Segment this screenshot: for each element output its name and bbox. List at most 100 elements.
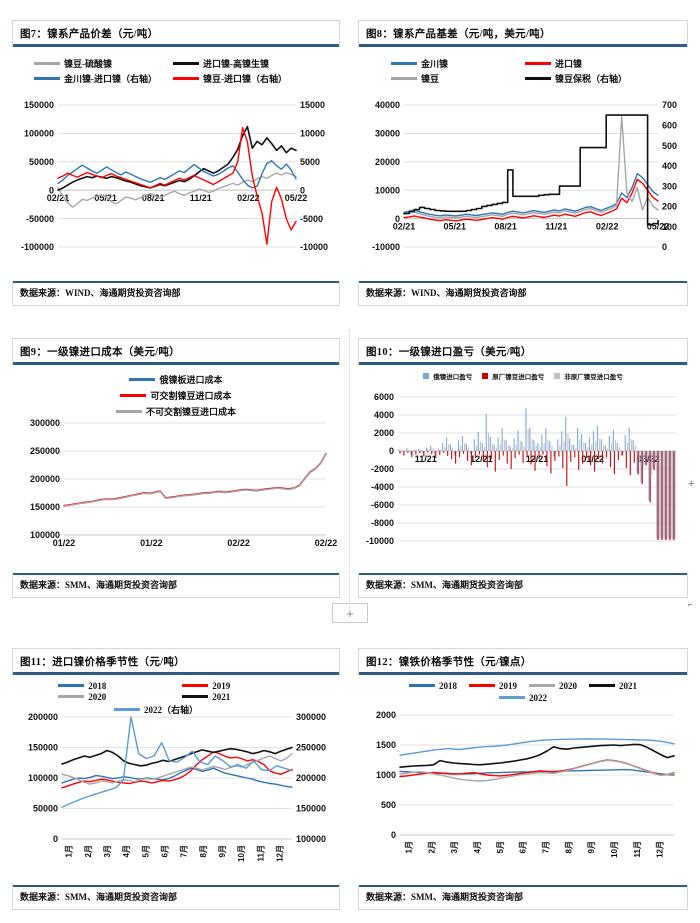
legend-label: 2018	[88, 680, 107, 691]
legend-swatch-icon	[173, 61, 199, 65]
svg-text:50000: 50000	[33, 803, 58, 813]
title-rule	[358, 44, 688, 47]
chart-legend: 俄镍进口盈亏 原厂镍豆进口盈亏 非原厂镍豆进口盈亏	[358, 371, 688, 381]
legend-swatch-icon	[182, 695, 209, 698]
legend-swatch-icon	[115, 409, 142, 413]
legend-item: 进口镍	[525, 57, 655, 70]
svg-text:100000: 100000	[296, 834, 326, 844]
legend-item: 非原厂镍豆进口盈亏	[554, 371, 623, 381]
add-section-button[interactable]: +	[332, 603, 368, 623]
legend-swatch-icon	[589, 684, 615, 687]
source-rule	[358, 280, 688, 283]
legend-item: 金川镍-进口镍（右轴）	[34, 72, 159, 85]
legend-swatch-icon	[129, 377, 156, 381]
svg-text:3月: 3月	[450, 841, 459, 853]
legend-label: 不可交割镍豆进口成本	[145, 406, 236, 417]
svg-text:20000: 20000	[375, 157, 400, 167]
legend-item: 2021	[589, 681, 637, 691]
legend-item: 2018	[409, 681, 457, 691]
svg-text:10000: 10000	[375, 185, 400, 195]
svg-text:200000: 200000	[296, 773, 326, 783]
svg-text:6月: 6月	[519, 841, 528, 853]
legend-item: 俄镍板进口成本	[129, 373, 223, 386]
svg-text:500: 500	[662, 140, 677, 150]
legend-swatch-icon	[391, 61, 417, 65]
legend-label: 镍豆-硫酸镍	[64, 58, 112, 69]
svg-text:-8000: -8000	[371, 518, 394, 528]
svg-text:150000: 150000	[30, 502, 60, 512]
figure-source: 数据来源：WIND、海通期货投资咨询部	[20, 288, 181, 298]
chart-plot-fig7: -100000 -50000 0 50000 100000 150000 -10000 -50…	[12, 97, 340, 277]
svg-text:01/22: 01/22	[581, 454, 604, 464]
svg-text:01/22: 01/22	[140, 538, 163, 548]
svg-text:11/21: 11/21	[545, 221, 567, 231]
svg-text:-2000: -2000	[371, 464, 394, 474]
legend-item: 2022（右轴）	[114, 703, 238, 716]
legend-swatch-icon	[58, 695, 85, 698]
resize-handle-icon[interactable]: ⌐	[688, 600, 693, 609]
legend-label: 金川镍-进口镍（右轴）	[64, 73, 157, 84]
legend-item: 俄镍进口盈亏	[423, 371, 472, 381]
svg-text:-100000: -100000	[21, 242, 54, 252]
legend-swatch-icon	[182, 684, 209, 687]
svg-text:1月: 1月	[404, 841, 413, 853]
figure-plot-area: 金川镍 进口镍 镍豆 镍豆保税（右轴） -10000 0 10000 20000 300…	[358, 46, 688, 281]
svg-text:01/22: 01/22	[53, 538, 76, 548]
legend-item: 镍豆保税（右轴）	[525, 72, 655, 85]
legend-item: 2019	[469, 681, 517, 691]
legend-item: 镍豆-硫酸镍	[34, 57, 159, 70]
svg-text:40000: 40000	[375, 100, 400, 110]
svg-text:6月: 6月	[160, 845, 169, 857]
svg-text:08/21: 08/21	[142, 193, 165, 203]
legend-label: 金川镍	[421, 58, 449, 69]
svg-text:5月: 5月	[496, 841, 505, 853]
legend-item: 2018	[58, 681, 182, 691]
svg-text:03/22: 03/22	[637, 454, 660, 464]
svg-text:50000: 50000	[29, 157, 54, 167]
legend-swatch-icon	[34, 76, 60, 80]
legend-item: 不可交割镍豆进口成本	[115, 405, 236, 418]
legend-label: 2019	[499, 680, 517, 691]
legend-item: 2022	[499, 693, 547, 703]
legend-label: 原厂镍豆进口盈亏	[492, 373, 545, 381]
legend-swatch-icon	[34, 61, 60, 65]
svg-text:05/22: 05/22	[285, 193, 308, 203]
figure-plot-area: 俄镍进口盈亏 原厂镍豆进口盈亏 非原厂镍豆进口盈亏 -10000 -8000 -60…	[358, 364, 688, 573]
svg-text:11月: 11月	[256, 845, 265, 861]
svg-text:6000: 6000	[374, 392, 394, 402]
svg-text:7月: 7月	[180, 845, 189, 857]
add-section-edge-icon[interactable]: +	[688, 478, 695, 490]
legend-item: 2020	[58, 692, 182, 702]
legend-label: 2018	[439, 680, 457, 691]
svg-text:4月: 4月	[473, 841, 482, 853]
svg-text:10月: 10月	[237, 845, 246, 862]
chart-legend: 2018 2019 2020 2021 2022	[358, 681, 688, 703]
title-rule	[358, 672, 688, 675]
title-rule	[12, 672, 340, 675]
chart-legend: 俄镍板进口成本 可交割镍豆进口成本 不可交割镍豆进口成本	[12, 373, 340, 418]
chart-plot-fig12: 0 500 1000 1500 2000 1月 2月 3月 4月 5月 6月 7月 8月 9月 10月 11月…	[358, 709, 688, 883]
figure-title: 图8：镍系产品基差（元/吨，美元/吨）	[366, 29, 551, 40]
svg-text:300000: 300000	[30, 418, 60, 428]
svg-text:600: 600	[662, 120, 677, 130]
figure-panel-fig10: 图10：一级镍进口盈亏（美元/吨） 俄镍进口盈亏 原厂镍豆进口盈亏 非原厂镍豆进…	[358, 338, 688, 598]
svg-text:250000: 250000	[296, 742, 326, 752]
svg-text:3月: 3月	[103, 845, 112, 857]
svg-text:08/21: 08/21	[494, 221, 517, 231]
figure-title: 图9：一级镍进口成本（美元/吨）	[20, 347, 180, 358]
svg-text:11/21: 11/21	[415, 454, 437, 464]
svg-text:300000: 300000	[296, 712, 326, 722]
svg-text:4月: 4月	[122, 845, 131, 857]
svg-text:0: 0	[300, 185, 305, 195]
legend-label: 2020	[559, 680, 577, 691]
svg-text:12/21: 12/21	[526, 454, 549, 464]
legend-label: 2021	[619, 680, 637, 691]
legend-swatch-icon	[391, 76, 417, 80]
legend-swatch-icon	[469, 684, 495, 687]
svg-text:150000: 150000	[296, 803, 326, 813]
legend-label: 可交割镍豆进口成本	[150, 390, 232, 401]
svg-text:-10000: -10000	[372, 242, 400, 252]
source-rule	[358, 884, 688, 887]
legend-item: 2019	[182, 681, 294, 691]
